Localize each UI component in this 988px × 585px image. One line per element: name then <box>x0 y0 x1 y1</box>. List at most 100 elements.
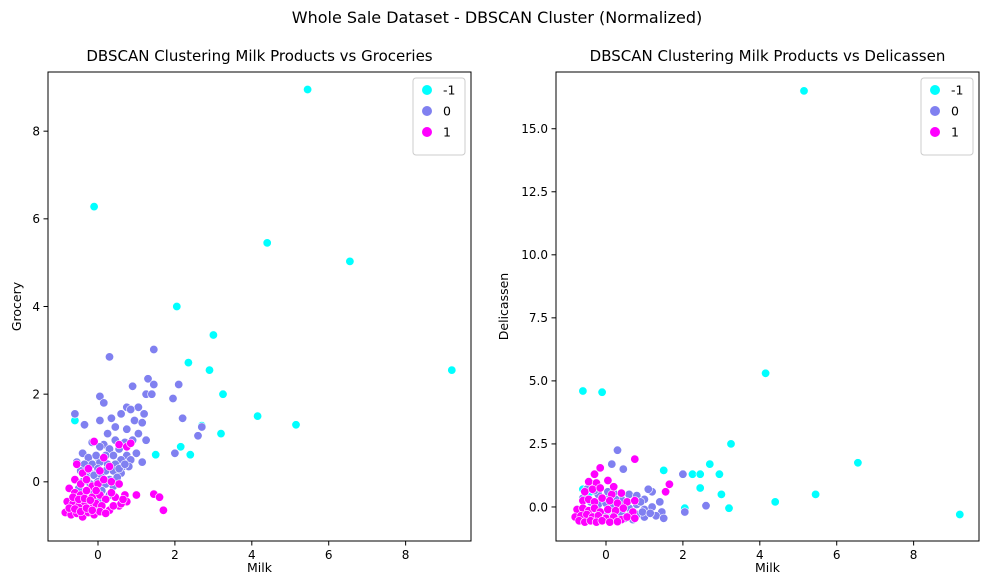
point-cluster-1 <box>616 488 626 498</box>
point-cluster-0 <box>108 450 118 460</box>
point-cluster--1 <box>291 420 301 430</box>
point-cluster--1 <box>303 85 313 95</box>
point-cluster--1 <box>253 411 263 421</box>
point-cluster-1 <box>661 487 671 497</box>
point-cluster--1 <box>687 469 697 479</box>
point-cluster-0 <box>120 459 130 469</box>
chart-milk-vs-delicassen: DBSCAN Clustering Milk Products vs Delic… <box>496 47 980 575</box>
point-cluster--1 <box>714 469 724 479</box>
point-cluster-1 <box>118 494 128 504</box>
point-cluster-0 <box>80 420 90 430</box>
y-tick-label: 2.5 <box>529 437 548 451</box>
y-ticks: 0 2 4 6 8 <box>32 124 48 489</box>
point-cluster-0 <box>126 404 136 414</box>
point-cluster-1 <box>106 477 116 487</box>
point-cluster--1 <box>955 509 965 519</box>
point-cluster--1 <box>208 330 218 340</box>
point-cluster--1 <box>705 459 715 469</box>
point-cluster-1 <box>595 483 605 493</box>
point-cluster--1 <box>811 489 821 499</box>
point-cluster-1 <box>126 438 136 448</box>
point-cluster-0 <box>678 469 688 479</box>
point-cluster-1 <box>597 493 607 503</box>
point-cluster--1 <box>770 497 780 507</box>
point-cluster-0 <box>170 448 180 458</box>
x-tick-label: 6 <box>325 548 333 562</box>
legend: -1 0 1 <box>920 77 974 156</box>
point-cluster--1 <box>262 238 272 248</box>
point-cluster-0 <box>197 422 207 432</box>
point-cluster--1 <box>716 489 726 499</box>
point-cluster-1 <box>99 475 109 485</box>
legend-label: 0 <box>951 104 959 119</box>
x-tick-label: 4 <box>756 548 764 562</box>
point-cluster-1 <box>589 469 599 479</box>
point-cluster-1 <box>612 517 622 527</box>
point-cluster-1 <box>618 503 628 513</box>
legend-label: -1 <box>443 83 455 98</box>
y-tick-label: 7.5 <box>529 311 548 325</box>
point-cluster-1 <box>155 492 165 502</box>
point-cluster--1 <box>89 202 99 212</box>
y-tick-label: 2 <box>32 387 40 401</box>
point-cluster-1 <box>595 463 605 473</box>
point-cluster-0 <box>95 442 105 452</box>
y-axis-label: Grocery <box>9 281 24 331</box>
legend-marker--1 <box>930 85 940 95</box>
figure-suptitle: Whole Sale Dataset - DBSCAN Cluster (Nor… <box>292 8 703 27</box>
chart-title: DBSCAN Clustering Milk Products vs Groce… <box>86 47 432 65</box>
x-axis-label: Milk <box>755 560 781 575</box>
point-cluster--1 <box>597 387 607 397</box>
point-cluster-1 <box>603 504 613 514</box>
y-axis-label: Delicassen <box>496 273 511 340</box>
point-cluster--1 <box>695 469 705 479</box>
point-cluster-1 <box>580 487 590 497</box>
point-cluster-1 <box>106 488 116 498</box>
legend-label: -1 <box>951 83 963 98</box>
point-cluster-1 <box>99 453 109 463</box>
point-cluster-0 <box>133 429 143 439</box>
point-cluster-0 <box>139 409 149 419</box>
point-cluster-0 <box>637 507 647 517</box>
point-cluster-0 <box>105 352 115 362</box>
point-cluster-0 <box>106 413 116 423</box>
point-cluster-0 <box>149 379 159 389</box>
point-cluster-0 <box>133 402 143 412</box>
legend-marker-1 <box>422 127 432 137</box>
point-cluster-1 <box>85 495 95 505</box>
point-cluster-1 <box>597 516 607 526</box>
point-cluster-0 <box>91 450 101 460</box>
point-cluster-0 <box>130 415 140 425</box>
point-cluster-1 <box>587 484 597 494</box>
point-cluster-1 <box>105 461 115 471</box>
point-cluster--1 <box>172 301 182 311</box>
point-cluster-0 <box>607 459 617 469</box>
point-cluster-1 <box>72 459 82 469</box>
legend: -1 0 1 <box>412 77 466 156</box>
x-tick-label: 6 <box>833 548 841 562</box>
scatter-points <box>570 86 965 527</box>
y-tick-label: 6 <box>32 212 40 226</box>
point-cluster--1 <box>218 389 228 399</box>
point-cluster-0 <box>95 415 105 425</box>
point-cluster-0 <box>149 344 159 354</box>
point-cluster-1 <box>630 496 640 506</box>
point-cluster--1 <box>447 365 457 375</box>
point-cluster-1 <box>87 505 97 515</box>
scatter-points <box>60 85 457 522</box>
point-cluster-0 <box>137 457 147 467</box>
point-cluster-0 <box>103 429 113 439</box>
point-cluster--1 <box>726 439 736 449</box>
point-cluster-0 <box>137 418 147 428</box>
point-cluster-0 <box>70 409 80 419</box>
point-cluster--1 <box>176 442 186 452</box>
point-cluster--1 <box>151 450 161 460</box>
point-cluster--1 <box>659 465 669 475</box>
point-cluster-0 <box>110 422 120 432</box>
point-cluster-1 <box>158 505 168 515</box>
y-tick-label: 4 <box>32 300 40 314</box>
chart-milk-vs-grocery: DBSCAN Clustering Milk Products vs Groce… <box>9 47 472 575</box>
point-cluster--1 <box>761 368 771 378</box>
point-cluster--1 <box>185 450 195 460</box>
